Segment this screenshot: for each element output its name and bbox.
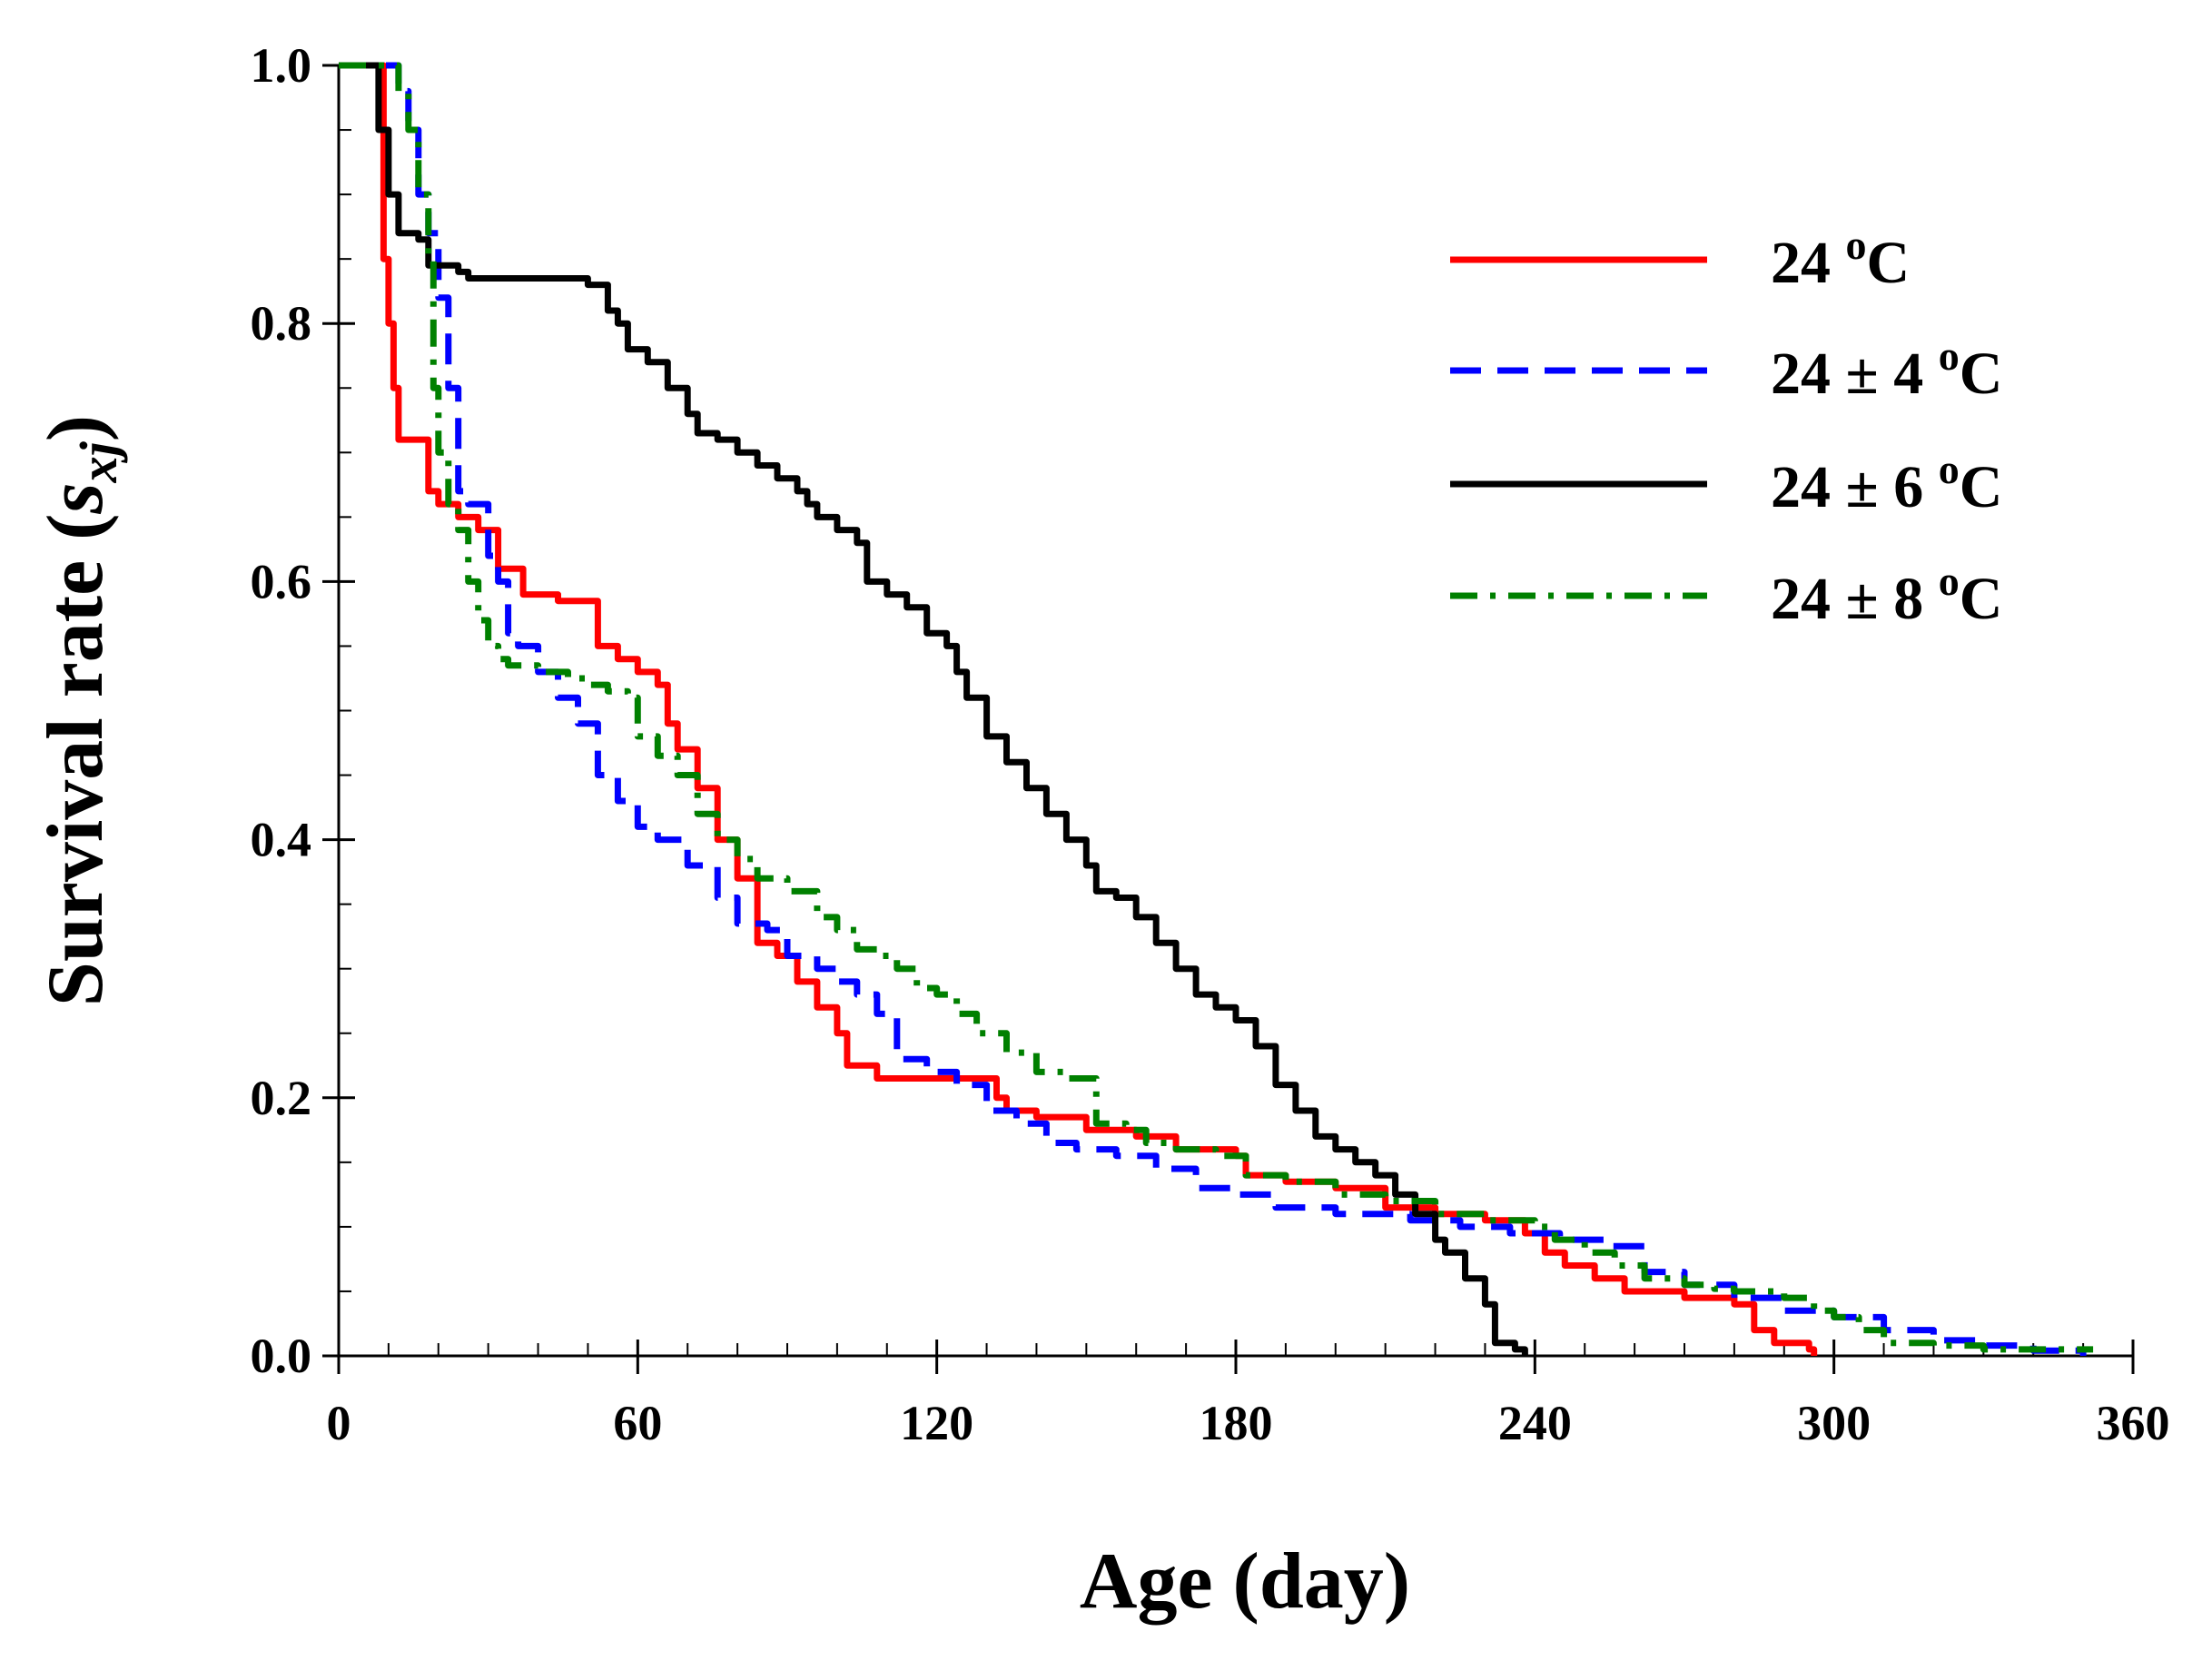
series-line-1 xyxy=(339,62,1818,1356)
legend-label-2: 24 ± 4 oC xyxy=(1771,332,2002,407)
legend-label-3: 24 ± 6 oC xyxy=(1771,446,2002,520)
series-line-2 xyxy=(339,62,2087,1356)
x-tick-label: 120 xyxy=(900,1396,973,1450)
x-tick-label: 240 xyxy=(1498,1396,1572,1450)
x-tick-label: 0 xyxy=(327,1396,351,1450)
axis-titles: Age (day) Survival rate (sxj) xyxy=(32,415,1410,1626)
axes: 0.0 0.2 0.4 0.6 0.8 1.0 0 60 120 180 240 300 360 xyxy=(251,38,2170,1450)
x-axis-title: Age (day) xyxy=(1080,1537,1410,1626)
y-tick-label: 0.2 xyxy=(251,1071,312,1125)
legend-label-1: 24 oC xyxy=(1771,222,1910,296)
y-tick-label: 0.6 xyxy=(251,554,312,608)
y-tick-label: 0.8 xyxy=(251,296,312,351)
y-tick-label: 0.0 xyxy=(251,1329,312,1383)
x-tick-label: 180 xyxy=(1200,1396,1273,1450)
x-tick-label: 360 xyxy=(2097,1396,2170,1450)
series-line-3 xyxy=(339,62,1528,1356)
x-tick-label: 300 xyxy=(1797,1396,1871,1450)
y-tick-label: 0.4 xyxy=(251,813,312,867)
series-line-4 xyxy=(339,62,2094,1353)
y-axis-title: Survival rate (sxj) xyxy=(32,415,128,1006)
legend: 24 oC 24 ± 4 oC 24 ± 6 oC 24 ± 8 oC xyxy=(1450,222,2002,632)
data-series xyxy=(339,62,2094,1356)
x-tick-label: 60 xyxy=(613,1396,662,1450)
y-tick-label: 1.0 xyxy=(251,38,312,93)
legend-label-4: 24 ± 8 oC xyxy=(1771,558,2002,632)
